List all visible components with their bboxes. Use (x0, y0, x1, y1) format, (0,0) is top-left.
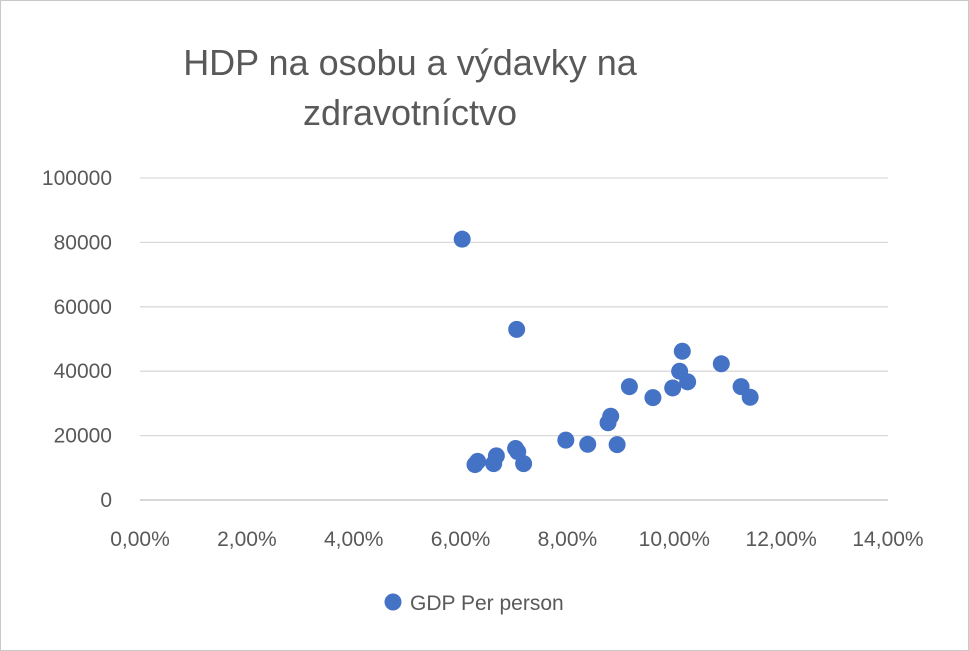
legend-marker (384, 593, 402, 611)
data-point (602, 407, 620, 425)
data-point (557, 431, 575, 449)
x-tick-label: 12,00% (746, 528, 817, 551)
y-tick-label: 20000 (54, 425, 112, 448)
data-point (741, 388, 759, 406)
data-point (620, 378, 638, 396)
y-tick-label: 80000 (54, 231, 112, 254)
data-point (487, 447, 505, 465)
legend-label: GDP Per person (410, 592, 564, 615)
x-tick-label: 14,00% (852, 528, 923, 551)
x-tick-label: 4,00% (324, 528, 384, 551)
data-point (515, 455, 533, 473)
x-tick-label: 2,00% (217, 528, 277, 551)
data-point (469, 452, 487, 470)
x-tick-label: 10,00% (639, 528, 710, 551)
y-tick-label: 40000 (54, 360, 112, 383)
y-tick-label: 0 (100, 489, 112, 512)
data-point (664, 379, 682, 397)
data-point (673, 342, 691, 360)
data-point (608, 436, 626, 454)
data-point (579, 435, 597, 453)
data-point (453, 230, 471, 248)
y-tick-label: 100000 (42, 167, 112, 190)
x-tick-label: 8,00% (538, 528, 598, 551)
x-tick-label: 0,00% (110, 528, 170, 551)
data-point (679, 373, 697, 391)
data-point (644, 389, 662, 407)
data-point (508, 320, 526, 338)
x-tick-label: 6,00% (431, 528, 491, 551)
y-tick-label: 60000 (54, 296, 112, 319)
chart-title: HDP na osobu a výdavky na zdravotníctvo (183, 42, 637, 133)
data-point (712, 355, 730, 373)
